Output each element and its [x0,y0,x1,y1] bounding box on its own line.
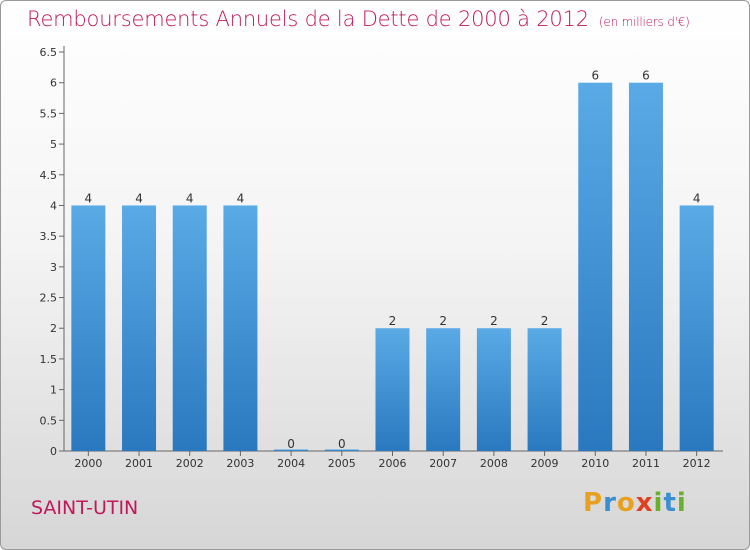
y-tick-label: 3 [50,261,57,274]
bar [426,328,461,451]
data-label: 4 [85,191,93,205]
x-tick-label: 2002 [176,457,204,470]
data-label: 4 [693,191,701,205]
bar [476,328,511,451]
data-labels: 4 4 4 4 0 0 2 2 2 2 6 6 4 [85,69,701,451]
bar [628,82,663,451]
bars [71,82,714,451]
y-tick-label: 2.5 [40,292,58,305]
y-tick-label: 2 [50,322,57,335]
x-tick-label: 2006 [379,457,407,470]
x-tick-label: 2008 [480,457,508,470]
logo-letter: x [635,488,654,518]
chart-title-text: Remboursements Annuels de la Dette de 20… [27,7,589,31]
town-name: SAINT-UTIN [31,497,139,519]
data-label: 6 [591,69,599,83]
y-tick-label: 4 [50,199,57,212]
x-tick-label: 2001 [125,457,153,470]
data-label: 2 [490,314,498,328]
data-label: 2 [541,314,549,328]
proxiti-logo[interactable]: Proxiti [583,488,687,518]
x-tick-label: 2011 [632,457,660,470]
bar [274,449,309,451]
bar [223,205,258,451]
bar [122,205,157,451]
y-tick-label: 0.5 [40,414,58,427]
y-tick-label: 1 [50,384,57,397]
x-tick-label: 2010 [581,457,609,470]
data-label: 2 [439,314,447,328]
y-tick-label: 1.5 [40,353,58,366]
bar [527,328,562,451]
x-tick-label: 2009 [531,457,559,470]
bar [578,82,613,451]
y-tick-label: 5 [50,138,57,151]
logo-letter: t [663,488,677,518]
y-tick-label: 4.5 [40,169,58,182]
chart-title: Remboursements Annuels de la Dette de 20… [27,7,690,31]
data-label: 6 [642,69,650,83]
x-tick-label: 2012 [683,457,711,470]
bar [172,205,207,451]
unit-note: (en milliers d'€) [598,15,690,29]
bar [324,449,359,451]
y-tick-label: 3.5 [40,230,58,243]
x-tick-label: 2003 [226,457,254,470]
x-tick-label: 2000 [74,457,102,470]
data-label: 4 [135,191,143,205]
y-tick-label: 6 [50,77,57,90]
bar [679,205,714,451]
y-tick-label: 0 [50,445,57,458]
logo-letter: o [616,488,636,518]
y-tick-label: 6.5 [40,46,58,59]
data-label: 0 [338,437,346,451]
data-label: 4 [237,191,245,205]
x-tick-label: 2007 [429,457,457,470]
data-label: 0 [287,437,295,451]
data-label: 2 [389,314,397,328]
bar [71,205,106,451]
y-tick-label: 5.5 [40,107,58,120]
bar [375,328,410,451]
logo-letter: P [583,488,604,518]
logo-letter: r [603,488,617,518]
logo-letter: i [653,488,664,518]
x-tick-label: 2005 [328,457,356,470]
data-label: 4 [186,191,194,205]
logo-letter: i [676,488,687,518]
x-tick-label: 2004 [277,457,305,470]
